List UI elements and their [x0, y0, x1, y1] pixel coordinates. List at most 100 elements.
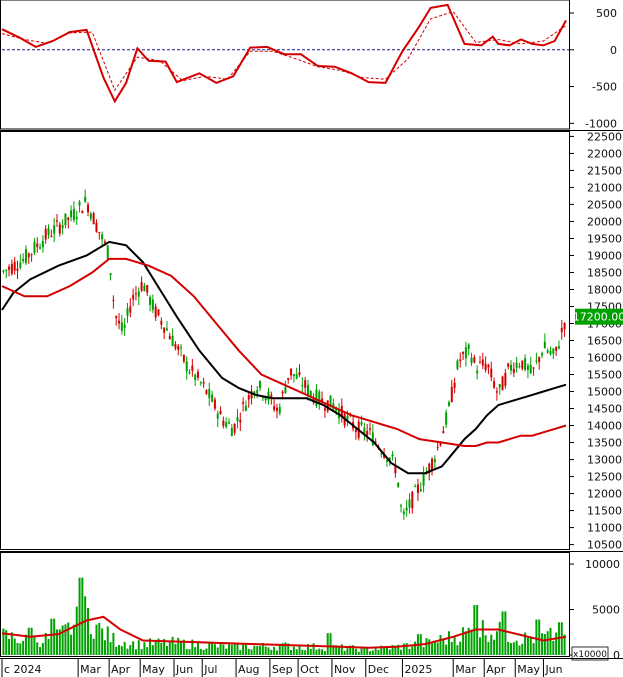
volume-bar	[510, 643, 513, 655]
x-tick-label: May	[517, 663, 540, 676]
x-tick-label: Mar	[455, 663, 476, 676]
volume-bar	[208, 642, 211, 655]
volume-bar	[16, 642, 19, 655]
volume-bar	[425, 638, 428, 655]
volume-bar	[380, 645, 383, 655]
volume-bar	[346, 648, 349, 655]
candle-up	[447, 402, 450, 406]
volume-bar	[191, 639, 194, 655]
candle-down	[196, 371, 199, 378]
y-tick-label: 16500	[587, 335, 622, 348]
volume-bar	[50, 618, 53, 655]
volume-bar	[442, 639, 445, 655]
candle-down	[298, 372, 301, 375]
y-tick-label: 15000	[587, 386, 622, 399]
volume-bar	[402, 643, 405, 655]
volume-bar	[549, 627, 552, 655]
volume-bar	[484, 635, 487, 655]
volume-bar	[332, 645, 335, 655]
candle-down	[95, 222, 98, 232]
volume-bar	[19, 643, 22, 655]
y-tick-label: 22500	[587, 130, 622, 143]
volume-bar	[360, 646, 363, 655]
volume-bar	[453, 636, 456, 655]
volume-bar	[326, 633, 329, 655]
candle-up	[518, 366, 521, 368]
candle-up	[5, 269, 8, 271]
candle-down	[146, 285, 149, 293]
candle-up	[543, 341, 546, 349]
candle-down	[323, 408, 326, 411]
x-tick-label: Oct	[300, 663, 320, 676]
candle-up	[151, 299, 154, 310]
y-tick-label: 11500	[587, 505, 622, 518]
volume-bar	[112, 632, 115, 655]
candle-down	[436, 447, 439, 449]
candle-down	[98, 232, 101, 234]
y-tick-label: 13500	[587, 437, 622, 450]
unit-badge	[571, 646, 609, 661]
volume-bar	[5, 630, 8, 655]
candle-down	[473, 357, 476, 363]
candle-up	[84, 196, 87, 202]
y-tick-label: 12000	[587, 488, 622, 501]
volume-bar	[39, 647, 42, 655]
moving-average-black	[1, 240, 567, 475]
candle-up	[397, 482, 400, 487]
candle-up	[498, 384, 501, 388]
volume-bar	[67, 622, 70, 655]
candle-down	[521, 360, 524, 369]
volume-bar	[532, 643, 535, 655]
candle-down	[501, 376, 504, 391]
volume-bar	[538, 619, 541, 655]
candle-down	[202, 382, 205, 384]
candle-down	[134, 293, 137, 295]
candle-down	[326, 400, 329, 412]
volume-bar	[543, 633, 546, 655]
candle-down	[182, 354, 185, 362]
candle-up	[467, 344, 470, 349]
candle-down	[493, 381, 496, 388]
volume-bar	[515, 640, 518, 655]
volume-bar	[275, 650, 278, 655]
volume-bar	[335, 645, 338, 655]
y-tick-label: 19500	[587, 232, 622, 245]
candle-down	[67, 217, 70, 221]
volume-bar	[371, 650, 374, 655]
volume-bar	[92, 638, 95, 655]
volume-bar	[267, 647, 270, 655]
candle-up	[456, 360, 459, 369]
volume-bar	[521, 643, 524, 655]
candle-down	[411, 491, 414, 509]
volume-bar	[202, 649, 205, 655]
volume-bar	[177, 637, 180, 655]
y-tick-label: 18000	[587, 283, 622, 296]
volume-bar	[312, 643, 315, 655]
candle-down	[174, 344, 177, 349]
x-tick-label: May	[142, 663, 165, 676]
volume-bar	[481, 620, 484, 655]
candle-down	[532, 367, 535, 369]
candle-down	[366, 430, 369, 436]
candle-up	[476, 370, 479, 374]
candle-down	[154, 306, 157, 318]
candle-up	[541, 353, 544, 356]
volume-bar	[230, 644, 233, 655]
volume-bar	[163, 638, 166, 655]
volume-bar	[340, 644, 343, 655]
volume-bar	[44, 632, 47, 655]
y-tick-label: -1000	[585, 117, 617, 130]
x-tick-label: Dec	[368, 663, 389, 676]
volume-bar	[168, 641, 171, 655]
candle-down	[560, 327, 563, 333]
volume-bar	[273, 646, 276, 655]
volume-bar	[146, 647, 149, 655]
volume-bar	[337, 647, 340, 655]
candle-up	[109, 273, 112, 276]
volume-bar	[87, 608, 90, 655]
candle-down	[431, 458, 434, 471]
candle-up	[216, 413, 219, 419]
volume-bar	[171, 636, 174, 655]
candle-up	[165, 328, 168, 331]
volume-bar	[552, 640, 555, 655]
